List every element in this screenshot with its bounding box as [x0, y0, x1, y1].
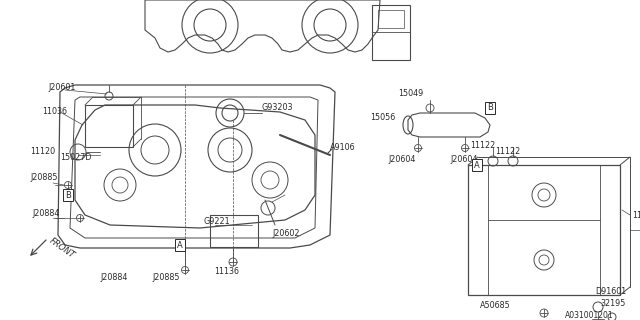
Text: 11036: 11036 — [42, 108, 67, 116]
Text: 15056: 15056 — [370, 114, 396, 123]
Text: 11122: 11122 — [470, 140, 495, 149]
Text: A: A — [474, 161, 480, 170]
Text: J20885: J20885 — [152, 274, 179, 283]
Text: J20604: J20604 — [388, 156, 415, 164]
Bar — [85, 105, 133, 147]
Text: J20601: J20601 — [48, 83, 76, 92]
Text: A9106: A9106 — [330, 143, 356, 153]
Bar — [378, 10, 404, 28]
Text: A50685: A50685 — [480, 301, 511, 310]
Bar — [210, 215, 258, 247]
Text: 32195: 32195 — [600, 299, 625, 308]
Text: 11109: 11109 — [632, 211, 640, 220]
Text: 11136: 11136 — [214, 268, 239, 276]
Text: J20884: J20884 — [100, 274, 127, 283]
Text: G9221: G9221 — [204, 218, 230, 227]
Bar — [468, 165, 620, 295]
Text: 15049: 15049 — [398, 89, 423, 98]
Text: A031001201: A031001201 — [565, 310, 614, 319]
Text: A: A — [177, 241, 183, 250]
Text: 11122: 11122 — [495, 148, 520, 156]
Text: J20884: J20884 — [32, 210, 60, 219]
Bar — [372, 5, 410, 60]
Text: D91601: D91601 — [595, 287, 627, 297]
Text: B: B — [487, 103, 493, 113]
Text: FRONT: FRONT — [47, 236, 76, 260]
Text: 11120: 11120 — [30, 148, 55, 156]
Text: B: B — [65, 190, 71, 199]
Text: G93203: G93203 — [262, 103, 294, 113]
Text: J20602: J20602 — [272, 228, 300, 237]
Text: 15027D: 15027D — [60, 154, 92, 163]
Text: J20604: J20604 — [450, 156, 477, 164]
Text: J20885: J20885 — [30, 173, 58, 182]
